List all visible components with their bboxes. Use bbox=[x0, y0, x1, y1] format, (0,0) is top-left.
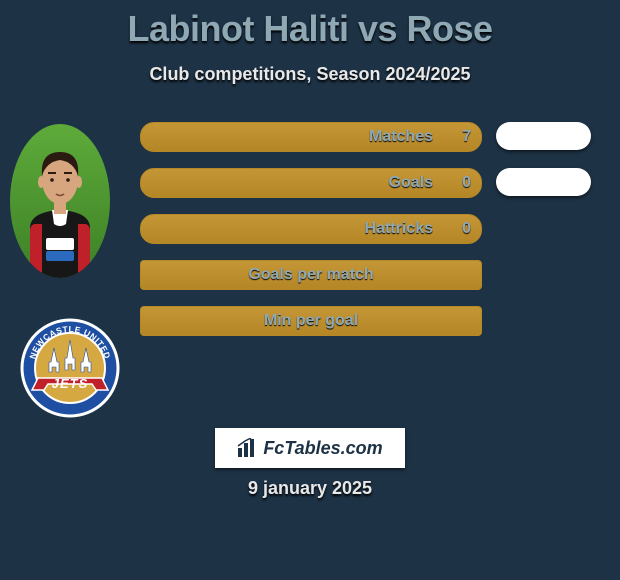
player-avatar bbox=[10, 124, 110, 278]
club-badge: NEWCASTLE UNITEDJETS bbox=[20, 308, 120, 428]
fctables-watermark: FcTables.com bbox=[215, 428, 405, 468]
bar-value: 0 bbox=[462, 220, 471, 238]
bar-row: Matches 7 bbox=[140, 118, 600, 154]
left-bar: Min per goal bbox=[140, 306, 482, 336]
right-pill bbox=[496, 168, 591, 196]
bar-label: Goals per match bbox=[248, 266, 373, 284]
left-bar: Goals 0 bbox=[140, 168, 482, 198]
comparison-bars: Matches 7 Goals 0 Hattricks 0 Goals per match M… bbox=[140, 118, 600, 348]
svg-text:JETS: JETS bbox=[52, 376, 89, 391]
bar-label: Hattricks bbox=[365, 220, 433, 238]
date-text: 9 january 2025 bbox=[0, 478, 620, 499]
bar-label: Goals bbox=[389, 174, 433, 192]
left-bar: Goals per match bbox=[140, 260, 482, 290]
left-bar: Matches 7 bbox=[140, 122, 482, 152]
bar-row: Goals 0 bbox=[140, 164, 600, 200]
fctables-label: FcTables.com bbox=[263, 438, 382, 459]
bar-label: Matches bbox=[369, 128, 433, 146]
subtitle: Club competitions, Season 2024/2025 bbox=[0, 64, 620, 85]
page-title: Labinot Haliti vs Rose bbox=[0, 8, 620, 50]
left-bar: Hattricks 0 bbox=[140, 214, 482, 244]
bar-value: 7 bbox=[462, 128, 471, 146]
bar-row: Hattricks 0 bbox=[140, 210, 600, 246]
bar-label: Min per goal bbox=[264, 312, 358, 330]
avatars-column: NEWCASTLE UNITEDJETS bbox=[10, 124, 130, 458]
bar-row: Min per goal bbox=[140, 302, 600, 338]
bar-row: Goals per match bbox=[140, 256, 600, 292]
fctables-icon bbox=[237, 438, 257, 458]
right-pill bbox=[496, 122, 591, 150]
bar-value: 0 bbox=[462, 174, 471, 192]
